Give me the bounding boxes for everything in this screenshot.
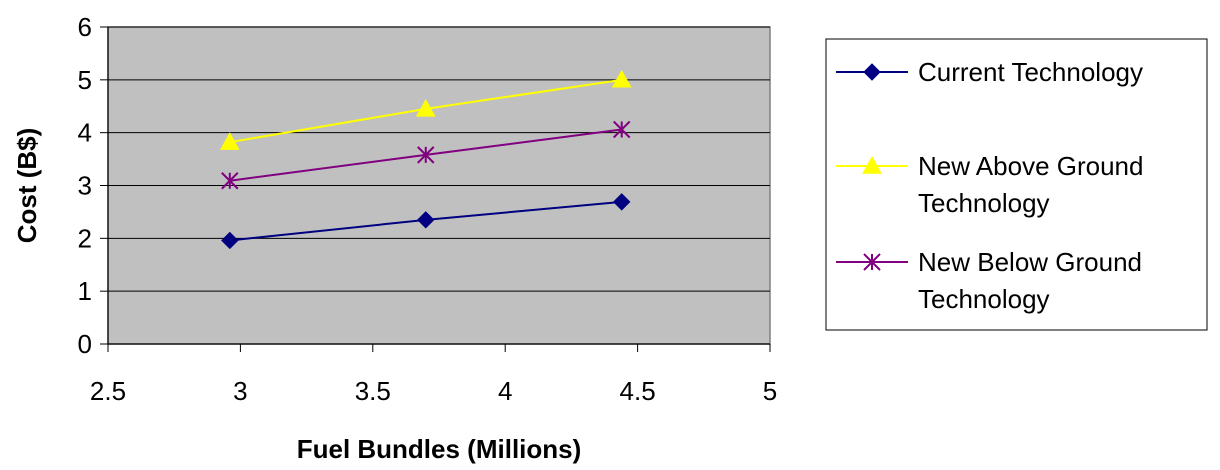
data-point (219, 132, 240, 150)
y-tick-label: 3 (78, 171, 92, 201)
legend-entry-2: New Below Ground Technology (836, 247, 1142, 314)
legend: Current Technology New Above Ground Techno… (825, 38, 1208, 331)
data-point (415, 98, 436, 117)
legend-box (825, 38, 1208, 331)
legend-entry-1: New Above Ground Technology (836, 151, 1143, 218)
y-tick-label: 0 (78, 329, 92, 359)
data-point (613, 193, 631, 211)
data-point (611, 69, 632, 88)
data-point (221, 172, 239, 190)
series-1 (219, 69, 632, 150)
legend-marker (863, 253, 881, 271)
series-0 (221, 193, 631, 250)
legend-label: Technology (918, 188, 1050, 218)
data-point (221, 231, 239, 250)
series-2 (221, 120, 631, 190)
legend-entry-0: Current Technology (836, 57, 1143, 87)
data-point (613, 120, 631, 139)
legend-label: New Below Ground (918, 247, 1142, 277)
grid-lines (108, 26, 770, 292)
x-tick-label: 5 (763, 376, 777, 406)
x-axis-title: Fuel Bundles (Millions) (297, 434, 582, 464)
series-layer (219, 69, 632, 250)
data-point (417, 211, 435, 229)
legend-marker (862, 155, 882, 174)
legend-label: Current Technology (918, 57, 1143, 87)
y-tick-label: 2 (78, 223, 92, 253)
data-point (417, 146, 435, 164)
axes: 0 1 2 3 4 5 6 2.5 3 3.5 4 4.5 5 (78, 12, 778, 406)
x-tick-label: 4 (498, 376, 512, 406)
legend-marker (863, 63, 881, 81)
x-tick-label: 4.5 (620, 376, 656, 406)
x-tick-label: 3 (233, 376, 247, 406)
x-tick-label: 3.5 (355, 376, 391, 406)
x-tick-label: 2.5 (90, 376, 126, 406)
y-tick-label: 6 (78, 12, 92, 42)
legend-label: Technology (918, 284, 1050, 314)
y-tick-label: 1 (78, 276, 92, 306)
y-tick-label: 4 (78, 118, 92, 148)
y-axis-title: Cost (B$) (12, 128, 42, 244)
legend-label: New Above Ground (918, 151, 1143, 181)
y-tick-label: 5 (78, 65, 92, 95)
